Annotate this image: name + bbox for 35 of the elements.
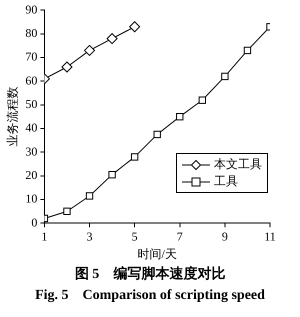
point (221, 72, 229, 80)
y-tick-label: 90 (25, 2, 38, 16)
y-tick-label: 30 (25, 144, 38, 158)
point (198, 96, 206, 104)
y-tick-label: 40 (25, 120, 38, 135)
y-tick-label: 20 (25, 168, 38, 182)
y-tick-label: 10 (25, 192, 38, 206)
point (129, 21, 140, 32)
point (63, 208, 71, 216)
point (108, 171, 116, 178)
y-tick-label: 70 (25, 50, 38, 64)
caption: Fig. 5 Comparison of scripting speed (34, 287, 266, 304)
y-tick-label: 80 (25, 26, 38, 40)
y-tick-label: 60 (25, 73, 38, 88)
point (154, 130, 161, 138)
point (244, 46, 252, 54)
point (84, 44, 96, 56)
x-tick-label: 5 (132, 230, 138, 244)
x-tick-label: 11 (264, 230, 276, 244)
y-tick-label: 0 (31, 215, 38, 230)
y-tick-label: 50 (25, 97, 38, 112)
legend-label: 工具 (214, 173, 238, 190)
x-tick-label: 7 (176, 230, 183, 244)
x-tick-label: 3 (86, 230, 93, 244)
point (176, 113, 184, 120)
caption: 图 5 编写脚本速度对比 (74, 265, 226, 283)
y-axis-title: 业务流程数 (5, 86, 20, 147)
x-axis-title: 时间/天 (138, 246, 177, 261)
legend-label: 本文工具 (214, 156, 262, 174)
point (86, 192, 94, 200)
x-tick-label: 1 (41, 230, 48, 244)
point (130, 153, 138, 161)
x-tick-label: 9 (222, 230, 228, 244)
point (106, 33, 118, 44)
point (61, 62, 72, 72)
